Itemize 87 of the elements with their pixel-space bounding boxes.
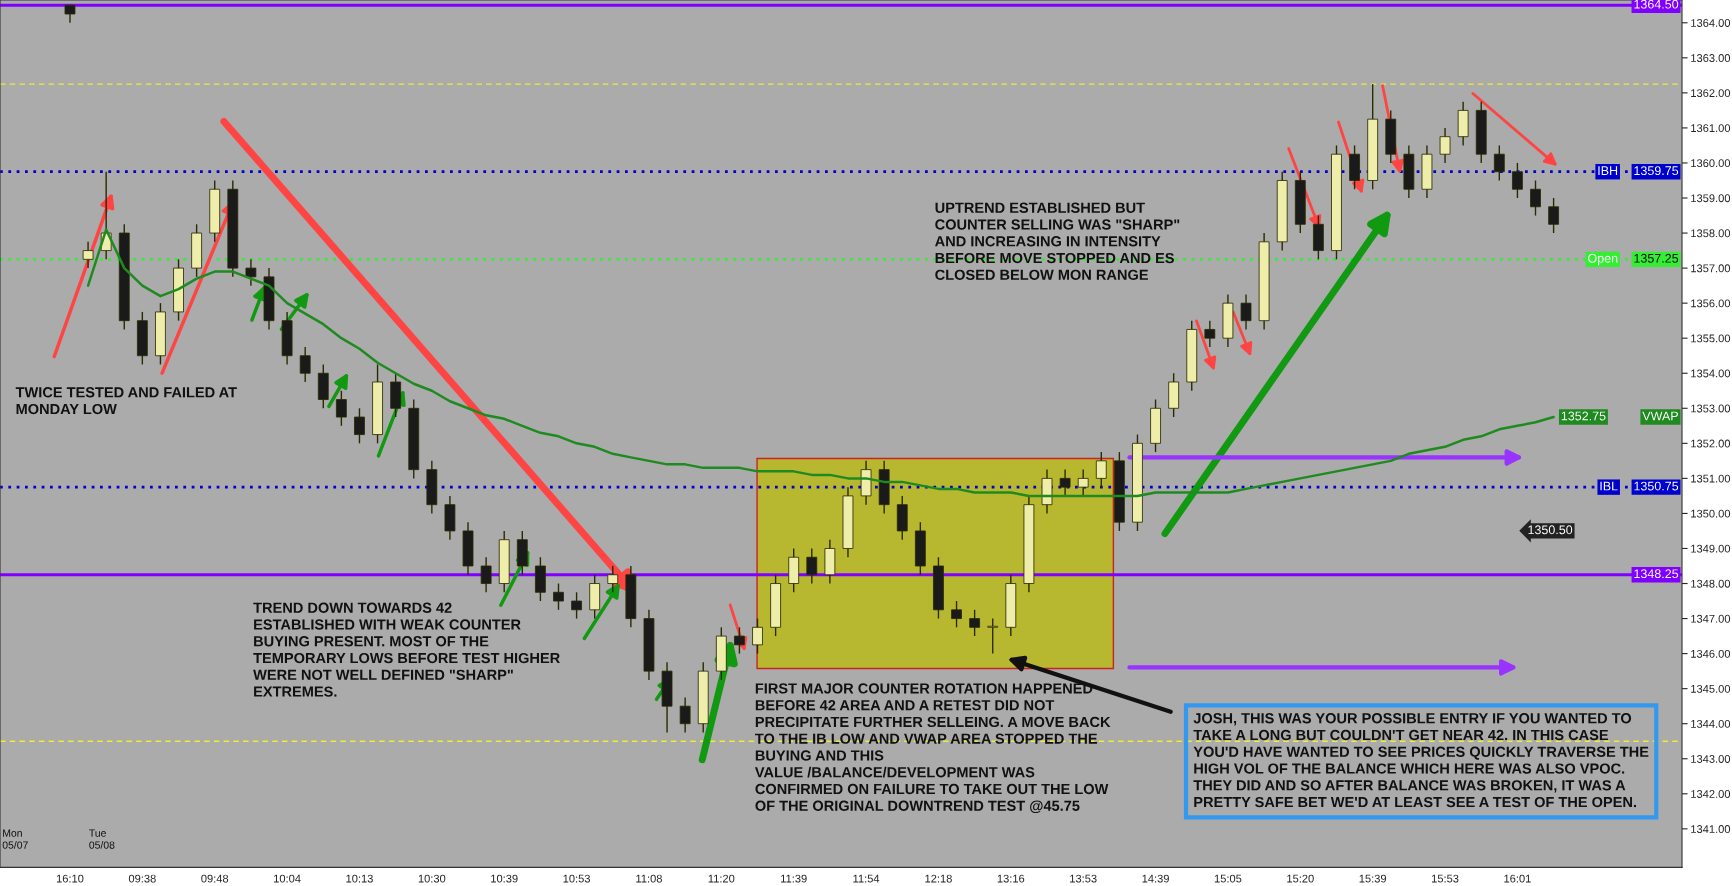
text: Open <box>1588 253 1618 266</box>
y-tick-label: 1358.00 <box>1691 229 1731 238</box>
x-tick-label: 13:16 <box>997 874 1025 883</box>
y-tick-label: 1355.00 <box>1691 334 1731 343</box>
x-tick-label: 11:20 <box>708 874 735 883</box>
y-tick-label: 1346.00 <box>1691 649 1731 658</box>
x-tick-label: 16:01 <box>1504 874 1531 883</box>
ref-line-label: 1357.25 <box>1634 253 1679 263</box>
ref-line-label: 1350.75 <box>1634 481 1679 491</box>
x-tick-label: 09:38 <box>128 874 156 883</box>
y-tick-label: 1361.00 <box>1691 124 1731 133</box>
annotation: TREND DOWN TOWARDS 42 ESTABLISHED WITH WEAK COUNTER BUYING PRESENT. MOST OF THE TEMPORARY LOWS BEFORE TEST HIGHER WERE NOT WELL DEFINED "SHARP" EXTREMES. <box>253 602 560 697</box>
candlestick <box>752 617 763 655</box>
text: IBL <box>1600 481 1618 491</box>
y-tick-label: 1363.00 <box>1691 54 1731 62</box>
y-tick-label: 1344.00 <box>1691 719 1731 728</box>
x-tick-label: 11:54 <box>853 874 880 883</box>
y-tick-label: 1362.00 <box>1691 89 1731 98</box>
candlestick <box>1512 162 1523 199</box>
candlestick <box>1530 179 1541 217</box>
x-tick-label: 10:53 <box>563 874 590 883</box>
y-tick-label: 1351.00 <box>1691 474 1731 483</box>
x-tick-label: 10:30 <box>418 874 446 883</box>
y-tick-label: 1364.00 <box>1691 19 1731 27</box>
x-tick-label: 15:05 <box>1214 874 1242 883</box>
y-tick-label: 1356.00 <box>1691 299 1731 308</box>
candlestick <box>1493 144 1505 182</box>
candlestick <box>480 556 492 593</box>
annotation: 1350.50 <box>1528 525 1573 535</box>
text: Mon 05/07 <box>2 829 28 849</box>
candlestick <box>1095 451 1107 488</box>
x-tick-label: 16:10 <box>56 874 84 883</box>
candlestick <box>82 241 94 269</box>
candlestick <box>571 591 582 620</box>
candlestick <box>734 626 745 655</box>
x-tick-label: 11:08 <box>636 874 662 883</box>
x-tick-label: 10:39 <box>491 874 518 883</box>
ref-line-label: 1364.50 <box>1634 0 1679 9</box>
y-tick-label: 1348.00 <box>1691 579 1731 588</box>
x-tick-label: 13:53 <box>1070 874 1097 883</box>
candlestick <box>335 390 347 427</box>
candlestick <box>245 258 257 287</box>
y-tick-label: 1352.00 <box>1691 439 1731 448</box>
x-tick-label: 15:39 <box>1359 874 1387 883</box>
y-tick-label: 1360.00 <box>1691 159 1731 168</box>
annotation: TWICE TESTED AND FAILED AT MONDAY LOW <box>15 387 237 415</box>
x-tick-label: 09:48 <box>201 874 229 883</box>
y-tick-label: 1353.00 <box>1691 404 1731 413</box>
y-tick-label: 1354.00 <box>1691 369 1731 378</box>
y-tick-label: 1350.00 <box>1691 509 1731 518</box>
candlestick <box>553 582 564 611</box>
candlestick <box>987 617 999 655</box>
candlestick <box>1059 468 1071 497</box>
x-tick-label: 10:04 <box>274 874 301 883</box>
y-tick-label: 1343.00 <box>1691 755 1731 763</box>
text: VWAP <box>1642 411 1678 421</box>
y-tick-label: 1347.00 <box>1691 614 1731 623</box>
candlestick <box>1439 127 1451 164</box>
candlestick <box>1204 319 1216 348</box>
text: IBH <box>1598 166 1618 175</box>
ref-line-label: 1348.25 <box>1634 569 1679 579</box>
y-tick-label: 1357.00 <box>1691 264 1731 273</box>
annotation: JOSH, THIS WAS YOUR POSSIBLE ENTRY IF YOU WANTED TO TAKE A LONG BUT COULDN'T GET NEAR 42. IN THIS CASE YOU'D HAVE WANTED TO SEE PRICES QUICKLY TRAVERSE THE HIGH VOL OF THE BALANCE WHICH HERE WAS ALSO VPOC. THEY DID AND SO AFTER BALANCE WAS BROKEN, IT WAS A PRETTY SAFE BET WE'D AT LEAST SEE A TEST OF THE OPEN. <box>1193 713 1649 808</box>
x-tick-label: 12:18 <box>925 874 952 883</box>
x-tick-label: 10:13 <box>346 874 373 883</box>
candlestick <box>1077 468 1089 497</box>
candlestick <box>806 547 818 585</box>
y-tick-label: 1359.00 <box>1691 194 1731 203</box>
candlestick <box>1240 293 1252 331</box>
x-tick-label: 11:39 <box>781 874 807 883</box>
candlestick <box>1548 197 1559 234</box>
annotation: UPTREND ESTABLISHED BUT COUNTER SELLING WAS "SHARP" AND INCREASING IN INTENSITY BEFORE MOVE STOPPED AND ES CLOSED BELOW MON RANGE <box>935 202 1180 280</box>
ref-line-label: 1359.75 <box>1634 166 1679 176</box>
candlestick <box>951 600 962 629</box>
y-tick-label: 1345.00 <box>1691 684 1731 693</box>
annotation: Tue 05/08 <box>89 829 115 849</box>
y-tick-label: 1342.00 <box>1691 790 1731 798</box>
data-label: 1352.75 <box>1561 411 1606 421</box>
x-tick-label: 15:53 <box>1431 874 1459 883</box>
candlestick <box>354 407 365 445</box>
x-tick-label: 14:39 <box>1142 874 1169 883</box>
y-tick-label: 1349.00 <box>1691 544 1731 553</box>
y-tick-label: 1341.00 <box>1691 825 1731 833</box>
x-tick-label: 15:20 <box>1287 874 1314 883</box>
candlestick <box>299 346 311 383</box>
candlestick <box>679 696 691 734</box>
candlestick <box>969 609 981 637</box>
